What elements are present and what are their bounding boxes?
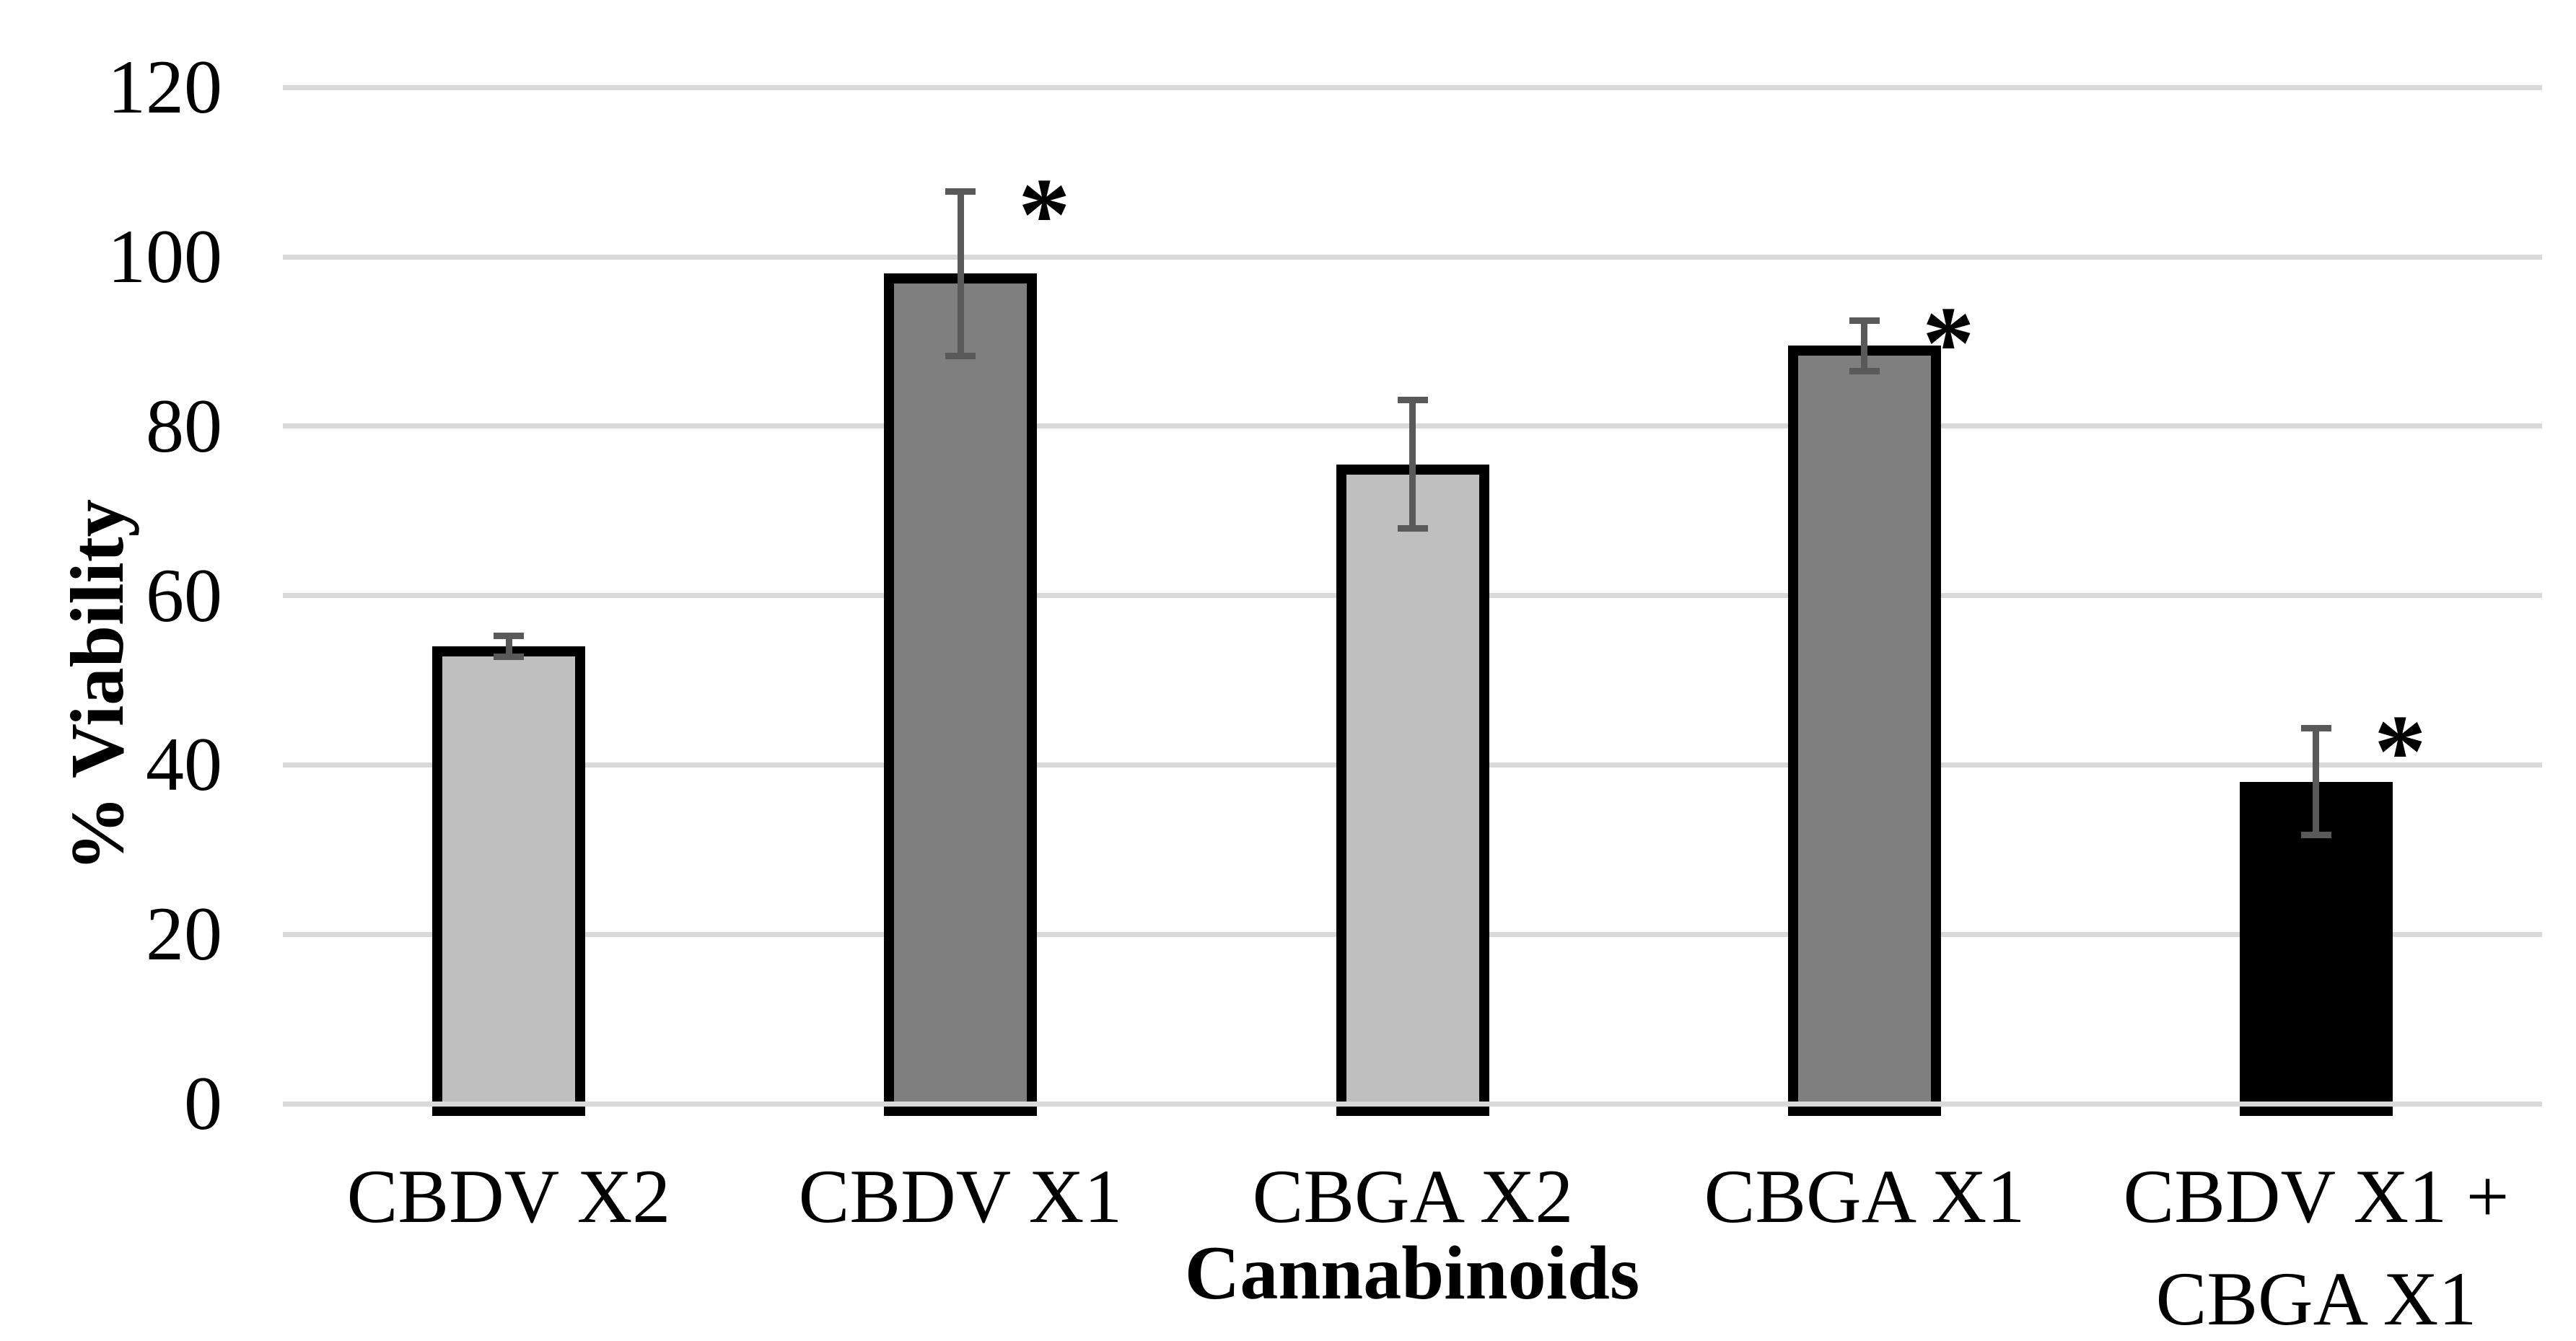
y-tick-label: 60 <box>146 553 222 638</box>
x-category-label: CBGA X1 <box>1704 1154 2025 1239</box>
gridline <box>283 85 2542 90</box>
error-bar-line <box>2313 729 2319 835</box>
y-tick-label: 20 <box>146 892 222 976</box>
error-bar-line <box>1409 400 1416 528</box>
x-category-label: CBGA X2 <box>1252 1154 1574 1239</box>
error-bar-cap <box>2301 725 2331 731</box>
error-bar-cap <box>945 188 976 195</box>
bar <box>1788 346 1941 1116</box>
bar <box>432 646 585 1116</box>
error-bar-line <box>1861 320 1867 371</box>
error-bar-cap <box>1398 525 1428 532</box>
error-bar-line <box>958 192 964 356</box>
error-bar-cap <box>945 353 976 359</box>
y-tick-label: 100 <box>108 214 222 299</box>
error-bar-cap <box>494 654 524 660</box>
error-bar-line <box>506 636 512 656</box>
gridline <box>283 255 2542 260</box>
y-tick-label: 40 <box>146 722 222 806</box>
error-bar-cap <box>1398 397 1428 403</box>
bar <box>1336 465 1489 1116</box>
significance-asterisk: * <box>1922 286 1975 401</box>
y-tick-label: 120 <box>108 45 222 129</box>
x-category-label: CBDV X1 <box>798 1154 1123 1239</box>
y-tick-label: 0 <box>184 1061 222 1146</box>
x-axis-title: Cannabinoids <box>1184 1231 1640 1315</box>
y-tick-label: 80 <box>146 384 222 468</box>
x-category-label: CBDV X1 + CBGA X1 <box>2123 1154 2510 1341</box>
x-category-label: CBDV X2 <box>346 1154 671 1239</box>
error-bar-cap <box>2301 832 2331 838</box>
error-bar-cap <box>494 633 524 639</box>
baseline-gridline <box>283 1102 2542 1107</box>
significance-asterisk: * <box>2374 694 2427 809</box>
significance-asterisk: * <box>1018 157 1071 273</box>
bar <box>884 273 1037 1116</box>
error-bar-cap <box>1849 317 1880 324</box>
error-bar-cap <box>1849 368 1880 374</box>
